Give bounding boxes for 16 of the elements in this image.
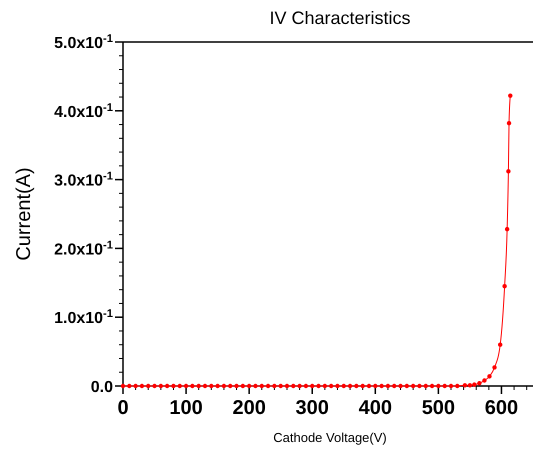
x-tick-label: 400 bbox=[358, 397, 392, 419]
x-tick-label: 600 bbox=[484, 397, 518, 419]
y-axis-title: Current(A) bbox=[13, 167, 35, 261]
x-tick-label: 200 bbox=[232, 397, 266, 419]
y-tick-label: 1.0x10$^{-1}$ bbox=[54, 308, 113, 328]
y-tick-label: 0.0 bbox=[90, 379, 114, 396]
y-tick-label: 3.0x10$^{-1}$ bbox=[54, 170, 113, 190]
chart-title: IV Characteristics bbox=[269, 8, 411, 28]
y-tick-label: 4.0x10$^{-1}$ bbox=[54, 102, 113, 121]
y-tick-label: 2.0x10$^{-1}$ bbox=[54, 239, 113, 258]
x-tick-label: 500 bbox=[422, 397, 456, 419]
y-tick-label: 5.0x10$^{-1}$ bbox=[54, 33, 113, 52]
x-tick-label: 300 bbox=[296, 397, 329, 419]
x-tick-label: 100 bbox=[169, 397, 203, 419]
x-tick-label: 0 bbox=[117, 397, 129, 419]
x-axis-title: Cathode Voltage(V) bbox=[273, 430, 387, 445]
